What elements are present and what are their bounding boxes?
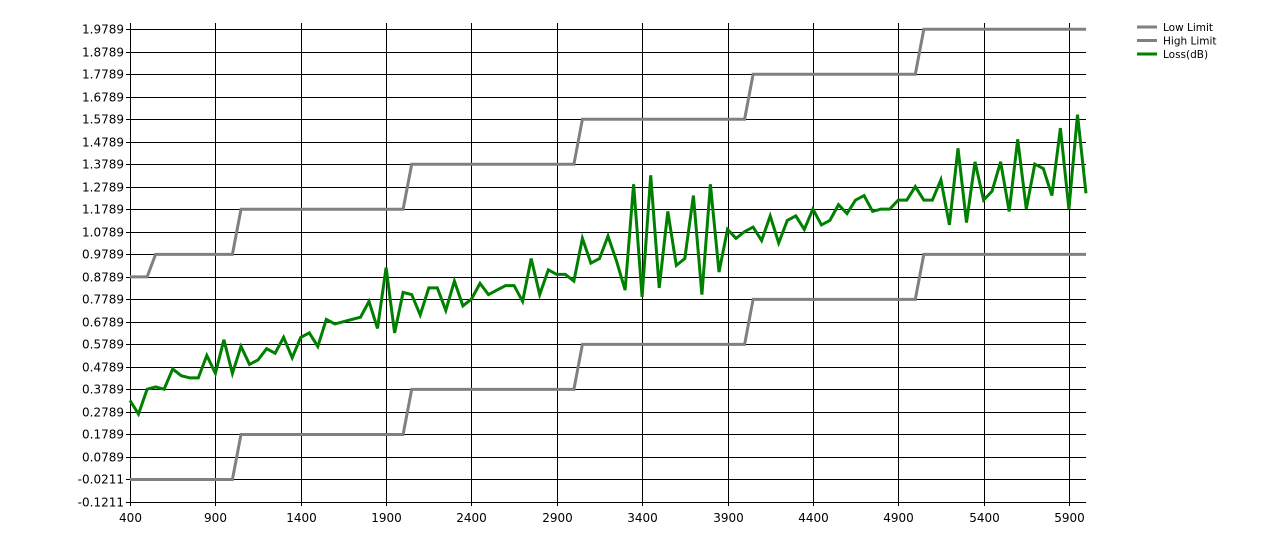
y-tick-label: 0.8789 [82, 271, 124, 285]
x-tick-label: 5900 [1054, 511, 1085, 525]
x-tick-label: 1400 [286, 511, 317, 525]
x-tick-label: 4400 [798, 511, 829, 525]
x-tick-label: 5400 [969, 511, 1000, 525]
y-tick-label: 1.8789 [82, 46, 124, 60]
axes [130, 23, 1086, 503]
y-tick-label: 0.0789 [82, 451, 124, 465]
y-tick-label: 1.7789 [82, 68, 124, 82]
y-tick-label: 0.9789 [82, 248, 124, 262]
series-line-loss-db [128, 114, 1088, 418]
y-tick-label: 1.5789 [82, 113, 124, 127]
series-line-high-limit [130, 27, 1086, 279]
y-tick-label: -0.0211 [78, 473, 124, 487]
legend-label: Low Limit [1163, 22, 1213, 34]
x-tick-label: 3900 [713, 511, 744, 525]
x-tick-label: 900 [204, 511, 227, 525]
x-tick-label: 1900 [371, 511, 402, 525]
y-tick-label: 1.3789 [82, 158, 124, 172]
y-tick-label: 0.1789 [82, 428, 124, 442]
y-tick-label: 0.6789 [82, 316, 124, 330]
y-tick-label: 1.1789 [82, 203, 124, 217]
x-tick-label: 400 [119, 511, 142, 525]
legend-label: High Limit [1163, 36, 1217, 48]
y-tick-label: 0.7789 [82, 293, 124, 307]
x-tick-label: 2400 [456, 511, 487, 525]
x-tick-label: 2900 [542, 511, 573, 525]
x-tick-label: 4900 [883, 511, 914, 525]
y-tick-label: 1.2789 [82, 181, 124, 195]
y-tick-label: -0.1211 [78, 496, 124, 510]
tick-labels: -0.1211 -0.0211 0.0789 0.1789 0.2789 0.3789 0.… [78, 23, 1085, 526]
y-tick-label: 0.5789 [82, 338, 124, 352]
x-tick-label: 3400 [627, 511, 658, 525]
y-tick-label: 1.0789 [82, 226, 124, 240]
y-tick-label: 1.6789 [82, 91, 124, 105]
series-line-low-limit [130, 252, 1086, 481]
y-tick-label: 0.3789 [82, 383, 124, 397]
legend-label: Loss(dB) [1163, 49, 1208, 61]
y-tick-label: 0.4789 [82, 361, 124, 375]
series-lines [128, 27, 1088, 481]
y-tick-label: 1.4789 [82, 136, 124, 150]
y-tick-label: 1.9789 [82, 23, 124, 37]
y-tick-label: 0.2789 [82, 406, 124, 420]
